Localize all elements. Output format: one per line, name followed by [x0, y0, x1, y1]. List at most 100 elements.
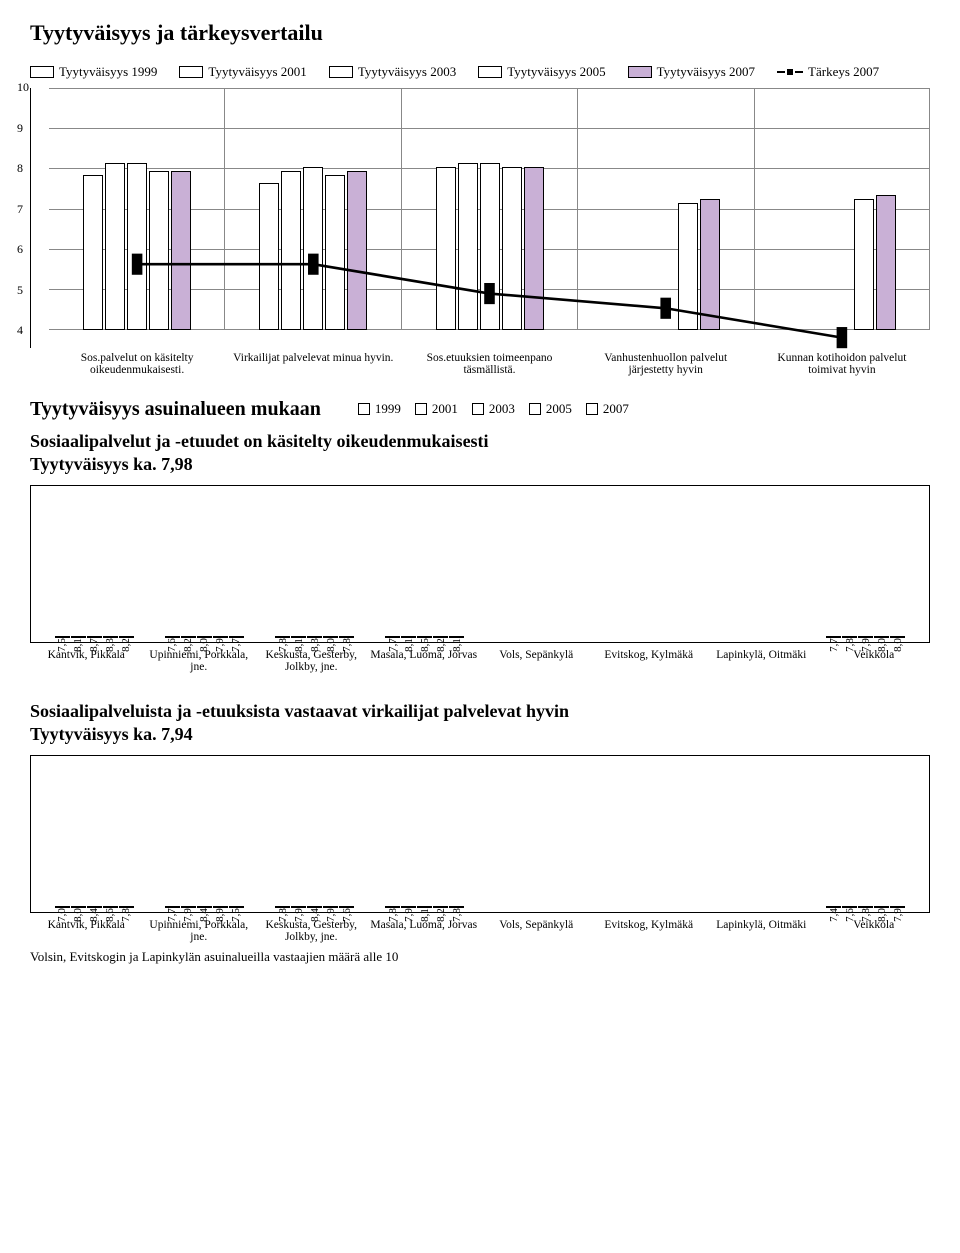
mini-group: 7,58,18,78,38,2	[39, 636, 149, 638]
mini-group	[590, 636, 700, 638]
section2-title: Tyytyväisyys asuinalueen mukaan	[30, 398, 321, 420]
mini-bar: 8,9	[213, 906, 228, 908]
chart1-bar	[105, 163, 125, 330]
legend-row: Tyytyväisyys 1999 Tyytyväisyys 2001 Tyytyv…	[30, 64, 930, 80]
mini-bar: 8,4	[197, 906, 212, 908]
mini-bar: 8,2	[433, 636, 448, 638]
chart1-bar	[325, 175, 345, 330]
mini-bar: 7,9	[858, 636, 873, 638]
mini-bar: 8,2	[181, 636, 196, 638]
mini-bar: 7,8	[275, 906, 290, 908]
mini-bar: 7,7	[229, 636, 244, 638]
chart1-bar	[259, 183, 279, 330]
mini-bar: 8,3	[307, 636, 322, 638]
mini-bar: 7,9	[323, 906, 338, 908]
mini-bar: 8,4	[87, 906, 102, 908]
mini-group	[701, 906, 811, 908]
mini2-chart: 7,08,08,48,67,87,77,98,48,97,57,87,98,47…	[30, 755, 930, 913]
mini-bar: 7,8	[275, 636, 290, 638]
chart1-group	[754, 88, 930, 330]
chart1-bar	[480, 163, 500, 330]
mini-group: 7,08,08,48,67,8	[39, 906, 149, 908]
mini-group: 7,77,98,48,97,5	[149, 906, 259, 908]
mini-bar: 8,7	[87, 636, 102, 638]
legend-item: Tärkeys 2007	[777, 64, 879, 80]
mini-group	[701, 636, 811, 638]
mini-bar: 8,1	[401, 636, 416, 638]
mini-bar: 8,1	[417, 906, 432, 908]
chart1-bar	[83, 175, 103, 330]
mini-bar: 7,7	[385, 636, 400, 638]
chart1-bar	[281, 171, 301, 330]
mini-bar: 8,0	[197, 636, 212, 638]
chart1-group	[577, 88, 753, 330]
mini-group	[480, 906, 590, 908]
chart1-bar	[700, 199, 720, 330]
legend-item: Tyytyväisyys 1999	[30, 64, 157, 80]
mini2-avg: Tyytyväisyys ka. 7,94	[30, 724, 930, 745]
mini-group: 7,77,87,98,08,0	[811, 636, 921, 638]
mini-group	[590, 906, 700, 908]
mini-bar: 8,0	[890, 636, 905, 638]
legend-item: Tyytyväisyys 2001	[179, 64, 306, 80]
mini-bar: 8,0	[874, 636, 889, 638]
chart1-bar	[347, 171, 367, 330]
mini-bar: 7,0	[55, 906, 70, 908]
mini-bar: 7,7	[826, 636, 841, 638]
mini-bar: 7,9	[291, 906, 306, 908]
mini-bar: 7,5	[55, 636, 70, 638]
chart1-bar	[876, 195, 896, 330]
legend-item: Tyytyväisyys 2007	[628, 64, 755, 80]
chart1-group	[401, 88, 577, 330]
mini-bar: 8,6	[103, 906, 118, 908]
legend-item: Tyytyväisyys 2003	[329, 64, 456, 80]
chart1-bar	[171, 171, 191, 330]
mini1-title: Sosiaalipalvelut ja -etuudet on käsitelt…	[30, 431, 930, 452]
mini-group: 7,87,98,18,27,8	[370, 906, 480, 908]
chart1-bar	[127, 163, 147, 330]
mini-bar: 7,8	[385, 906, 400, 908]
mini-group: 7,47,67,88,07,9	[811, 906, 921, 908]
mini-bar: 8,0	[323, 636, 338, 638]
mini-bar: 7,8	[858, 906, 873, 908]
mini-bar: 8,0	[874, 906, 889, 908]
mini-bar: 8,0	[71, 906, 86, 908]
chart1-bar	[149, 171, 169, 330]
mini-bar: 7,8	[339, 636, 354, 638]
mini-bar: 7,6	[165, 636, 180, 638]
chart1-group	[49, 88, 224, 330]
chart1-bar	[678, 203, 698, 330]
mini-bar: 7,8	[449, 906, 464, 908]
chart1-bar	[458, 163, 478, 330]
legend-item: Tyytyväisyys 2005	[478, 64, 605, 80]
mini-group: 7,78,18,58,28,1	[370, 636, 480, 638]
mini-bar: 8,1	[291, 636, 306, 638]
mini1-xlabels: Kantvik, PikkalaUpinniemi, Porkkala, jne…	[30, 649, 930, 673]
page-title: Tyytyväisyys ja tärkeysvertailu	[30, 20, 930, 46]
mini-group: 7,87,98,47,97,6	[260, 906, 370, 908]
mini-bar: 7,7	[165, 906, 180, 908]
mini-bar: 8,4	[307, 906, 322, 908]
chart1-group	[224, 88, 400, 330]
mini-bar: 7,9	[401, 906, 416, 908]
mini-bar: 8,2	[433, 906, 448, 908]
mini-bar: 8,5	[417, 636, 432, 638]
chart1-bar	[436, 167, 456, 330]
chart1: 10987654 Sos.palvelut on käsitelty oikeu…	[30, 88, 930, 348]
mini1-avg: Tyytyväisyys ka. 7,98	[30, 454, 930, 475]
mini-group: 7,68,28,07,97,7	[149, 636, 259, 638]
mini-bar: 8,2	[119, 636, 134, 638]
mini-group	[480, 636, 590, 638]
mini2-xlabels: Kantvik, PikkalaUpinniemi, Porkkala, jne…	[30, 919, 930, 943]
chart1-bar	[502, 167, 522, 330]
mini-bar: 7,9	[213, 636, 228, 638]
footnote: Volsin, Evitskogin ja Lapinkylän asuinal…	[30, 949, 930, 965]
mini-bar: 7,4	[826, 906, 841, 908]
mini-group: 7,88,18,38,07,8	[260, 636, 370, 638]
section-title: Tyytyväisyys asuinalueen mukaan 19992001…	[30, 398, 930, 421]
mini1-chart: 7,58,18,78,38,27,68,28,07,97,77,88,18,38…	[30, 485, 930, 643]
mini-bar: 7,9	[181, 906, 196, 908]
mini-bar: 8,1	[449, 636, 464, 638]
mini-bar: 8,1	[71, 636, 86, 638]
mini-bar: 7,8	[119, 906, 134, 908]
